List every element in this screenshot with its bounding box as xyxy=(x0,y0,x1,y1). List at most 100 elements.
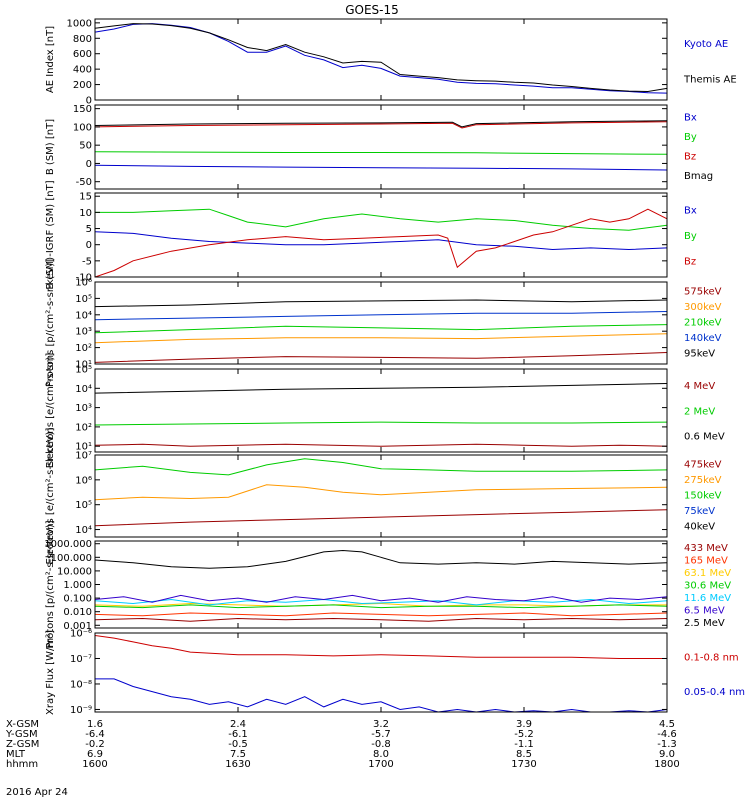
x-axis-value: 1600 xyxy=(82,759,107,770)
x-axis-row-label: Z-GSM xyxy=(6,739,39,750)
y-tick-label: -5 xyxy=(82,256,92,267)
x-axis-value: 3.9 xyxy=(516,719,532,730)
y-tick-label: 0.010 xyxy=(63,607,92,618)
series-line-4-1 xyxy=(95,352,667,363)
series-line-2-3 xyxy=(95,121,667,129)
legend-label: Bmag xyxy=(684,171,713,182)
series-line-7-6 xyxy=(95,594,667,603)
x-axis-table: X-GSM 1.6 2.4 3.2 3.9 4.5 Y-GSM -6.4 -6.1 -5.7 -5.… xyxy=(5,719,680,770)
y-tick-label: 10³ xyxy=(75,403,92,414)
y-axis-label: Electrons [e/(cm²-s-sr-keV)] xyxy=(45,427,56,564)
series-line-3-1 xyxy=(95,231,667,251)
legend-label: 300keV xyxy=(684,302,722,313)
series-line-3-3 xyxy=(95,208,667,277)
y-axis-label: B (SM) [nT] xyxy=(45,119,56,175)
legend-label: 63.1 MeV xyxy=(684,568,731,579)
legend-label: 0.1-0.8 nm xyxy=(684,652,739,663)
x-axis-value: -1.3 xyxy=(657,739,677,750)
y-tick-label: 1.000 xyxy=(63,580,92,591)
legend-label: 275keV xyxy=(684,475,722,486)
panel-2: -50 0 50 100 150 B (SM) [nT] Bx By Bz Bmag xyxy=(45,104,713,190)
plot-title: GOES-15 xyxy=(345,3,399,17)
series-line-7-1 xyxy=(95,617,667,622)
y-tick-label: 10⁻⁶ xyxy=(70,629,92,640)
y-tick-label: 5 xyxy=(86,224,92,235)
y-tick-label: 0 xyxy=(86,96,92,107)
legend-label: Kyoto AE xyxy=(684,39,728,50)
y-axis-label: Protons [p/(cm²-s-sr-keV)] xyxy=(45,259,56,387)
y-tick-label: 10⁴ xyxy=(75,384,92,395)
legend-label: Bx xyxy=(684,113,697,124)
legend-label: Themis AE xyxy=(683,74,737,85)
x-axis-value: -0.8 xyxy=(371,739,391,750)
y-tick-label: 10⁴ xyxy=(75,310,92,321)
legend-label: Bx xyxy=(684,205,697,216)
y-tick-label: 800 xyxy=(73,34,92,45)
y-tick-label: 600 xyxy=(73,49,92,60)
y-tick-label: 10⁴ xyxy=(75,525,92,536)
panel-7: 0.001 0.010 0.100 1.000 10.000 100.000 1000.00… xyxy=(44,520,731,648)
x-axis-value: -5.7 xyxy=(371,729,391,740)
y-tick-label: 10⁵ xyxy=(75,365,92,376)
x-axis-value: -4.6 xyxy=(657,729,677,740)
legend-label: 0.05-0.4 nm xyxy=(684,687,745,698)
panel-frame xyxy=(94,192,668,278)
series-line-1-2 xyxy=(95,23,667,93)
legend-label: 433 MeV xyxy=(684,543,728,554)
panel-4: 10¹ 10² 10³ 10⁴ 10⁵ 10⁶ Protons [p/(cm²-s-sr-k… xyxy=(45,259,722,387)
panel-8: 10⁻⁹ 10⁻⁸ 10⁻⁷ 10⁻⁶ Xray Flux [W/m²] 0.1-0.8 … xyxy=(45,629,745,716)
y-tick-label: 10⁻⁸ xyxy=(70,679,92,690)
series-line-7-7 xyxy=(95,549,667,569)
legend-label: 150keV xyxy=(684,490,722,501)
x-axis-value: -0.2 xyxy=(85,739,105,750)
panel-6: 10⁴ 10⁵ 10⁶ 10⁷ Electrons [e/(cm²-s-sr-keV)]… xyxy=(45,427,722,564)
y-tick-label: 10² xyxy=(75,343,92,354)
legend-label: 0.6 MeV xyxy=(684,431,725,442)
y-tick-label: 400 xyxy=(73,65,92,76)
legend-label: 165 MeV xyxy=(684,556,728,567)
panel-frame xyxy=(94,454,668,538)
y-tick-label: 0 xyxy=(86,159,92,170)
panel-5: 10¹ 10² 10³ 10⁴ 10⁵ Electrons [e/(cm²-s-sr)] 4… xyxy=(45,353,725,469)
y-tick-label: 10⁻⁷ xyxy=(70,654,92,665)
x-axis-value: 7.5 xyxy=(230,749,246,760)
y-axis-label: B (SM)-IGRF (SM) [nT] xyxy=(45,180,56,289)
y-tick-label: -50 xyxy=(76,177,92,188)
x-axis-value: 8.0 xyxy=(373,749,389,760)
series-line-8-2 xyxy=(95,678,667,712)
series-line-4-5 xyxy=(95,299,667,308)
y-tick-label: 10 xyxy=(79,208,92,219)
y-tick-label: 10¹ xyxy=(75,360,92,371)
x-axis-value: 2.4 xyxy=(230,719,246,730)
legend-label: Bz xyxy=(684,152,696,163)
legend-label: By xyxy=(684,231,697,242)
legend-label: 475keV xyxy=(684,459,722,470)
x-axis-value: 1800 xyxy=(654,759,679,770)
x-axis-value: 4.5 xyxy=(659,719,675,730)
legend-label: 95keV xyxy=(684,348,715,359)
legend-label: Bz xyxy=(684,256,696,267)
y-tick-label: 10⁷ xyxy=(75,451,92,462)
x-axis-value: 1630 xyxy=(225,759,250,770)
panel-frame xyxy=(94,632,668,713)
legend-label: 11.6 MeV xyxy=(684,593,731,604)
series-line-6-2 xyxy=(95,484,667,501)
series-line-4-4 xyxy=(95,311,667,321)
series-line-7-4 xyxy=(95,604,667,609)
series-line-4-2 xyxy=(95,333,667,344)
x-axis-row-label: hhmm xyxy=(6,759,38,770)
x-axis-value: 1.6 xyxy=(87,719,103,730)
y-axis-label: AE Index [nT] xyxy=(45,26,56,93)
series-line-3-2 xyxy=(95,208,667,231)
panel-frame xyxy=(94,540,668,629)
y-tick-label: 200 xyxy=(73,80,92,91)
legend-label: 30.6 MeV xyxy=(684,581,731,592)
series-line-8-1 xyxy=(95,635,667,659)
date-label: 2016 Apr 24 xyxy=(6,787,68,798)
x-axis-value: 8.5 xyxy=(516,749,532,760)
series-line-7-2 xyxy=(95,612,667,617)
legend-label: 40keV xyxy=(684,521,715,532)
